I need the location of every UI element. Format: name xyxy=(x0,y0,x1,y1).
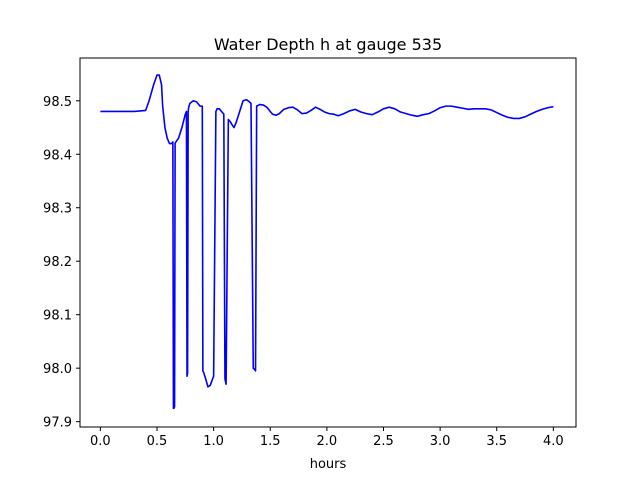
x-tick-label: 3.5 xyxy=(486,434,507,449)
x-tick-label: 0.0 xyxy=(90,434,111,449)
x-tick-label: 3.0 xyxy=(430,434,451,449)
series-layer xyxy=(100,74,554,410)
y-tick-label: 98.0 xyxy=(43,362,72,377)
y-tick-label: 98.5 xyxy=(43,95,72,110)
plot-frame xyxy=(79,57,577,428)
x-tick-label: 2.5 xyxy=(373,434,394,449)
y-tick-label: 98.3 xyxy=(43,202,72,217)
y-axis: 97.9 98.0 98.1 98.2 98.3 98.4 98.5 xyxy=(43,95,80,431)
y-tick-label: 97.9 xyxy=(43,416,72,431)
y-tick-label: 98.2 xyxy=(43,255,72,270)
x-tick-label: 1.0 xyxy=(203,434,224,449)
x-tick-label: 4.0 xyxy=(543,434,564,449)
chart-title: Water Depth h at gauge 535 xyxy=(214,35,442,54)
y-tick-label: 98.4 xyxy=(43,148,72,163)
x-tick-label: 2.0 xyxy=(317,434,338,449)
x-tick-label: 0.5 xyxy=(147,434,168,449)
y-tick-label: 98.1 xyxy=(43,309,72,324)
x-tick-label: 1.5 xyxy=(260,434,281,449)
x-axis-label: hours xyxy=(310,457,347,472)
series-line-0 xyxy=(100,74,554,410)
x-axis: 0.0 0.5 1.0 1.5 2.0 2.5 3.0 3.5 4.0 xyxy=(90,427,564,449)
